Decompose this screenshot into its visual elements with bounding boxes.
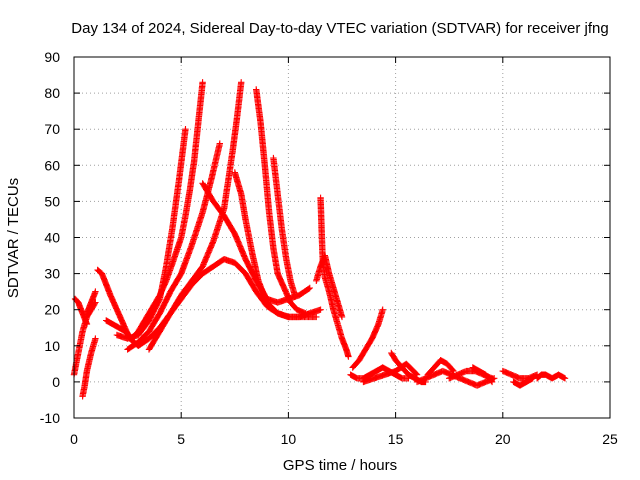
y-tick-label: 90 — [44, 49, 60, 65]
y-tick-label: 70 — [44, 121, 60, 137]
series-markers — [145, 79, 245, 353]
y-tick-label: 60 — [44, 157, 60, 173]
data-series — [70, 79, 569, 400]
series-arc15 — [313, 252, 346, 321]
x-tick-label: 25 — [602, 431, 618, 447]
grid-lines — [74, 57, 610, 418]
y-tick-label: 10 — [44, 338, 60, 354]
series-markers — [231, 169, 324, 321]
series-markers — [313, 252, 346, 321]
series-arc24 — [499, 367, 541, 382]
series-arc25 — [510, 375, 536, 389]
series-arc21 — [424, 357, 457, 378]
y-axis-label: SDTVAR / TECUs — [5, 178, 22, 298]
series-markers — [349, 306, 386, 371]
y-tick-label: 30 — [44, 266, 60, 282]
series-arc3 — [79, 335, 99, 400]
series-markers — [83, 288, 99, 317]
y-tick-label: 20 — [44, 302, 60, 318]
series-arc7 — [113, 126, 189, 342]
y-tick-label: 0 — [52, 374, 60, 390]
x-tick-label: 5 — [177, 431, 185, 447]
y-tick-label: -10 — [40, 410, 60, 426]
series-arc17 — [349, 306, 386, 371]
series-arc14 — [317, 194, 352, 360]
series-markers — [499, 367, 541, 382]
series-arc4 — [83, 288, 99, 317]
x-tick-label: 0 — [70, 431, 78, 447]
series-arc23 — [469, 364, 496, 386]
series-arc9 — [145, 79, 245, 353]
series-arc13 — [270, 154, 298, 299]
series-markers — [317, 194, 352, 360]
chart-title: Day 134 of 2024, Sidereal Day-to-day VTE… — [71, 20, 608, 37]
series-markers — [533, 371, 569, 382]
series-markers — [113, 126, 189, 342]
series-markers — [469, 364, 496, 386]
x-axis-label: GPS time / hours — [283, 457, 397, 474]
series-markers — [510, 375, 536, 389]
series-arc6 — [103, 79, 206, 342]
y-tick-label: 50 — [44, 193, 60, 209]
series-markers — [103, 79, 206, 342]
x-tick-label: 10 — [281, 431, 297, 447]
series-arc12 — [253, 86, 309, 317]
series-markers — [79, 335, 99, 400]
series-arc26 — [533, 371, 569, 382]
x-tick-label: 20 — [495, 431, 511, 447]
y-tick-label: 80 — [44, 85, 60, 101]
series-markers — [424, 357, 457, 378]
series-markers — [71, 295, 91, 328]
series-arc2 — [71, 295, 91, 328]
series-arc11 — [231, 169, 324, 321]
x-tick-label: 15 — [388, 431, 404, 447]
y-tick-label: 40 — [44, 230, 60, 246]
series-markers — [270, 154, 298, 299]
axis-ticks: 0 5 10 15 20 25 -10 0 10 20 30 40 50 60 70 80 90 — [40, 49, 618, 447]
series-markers — [253, 86, 309, 317]
